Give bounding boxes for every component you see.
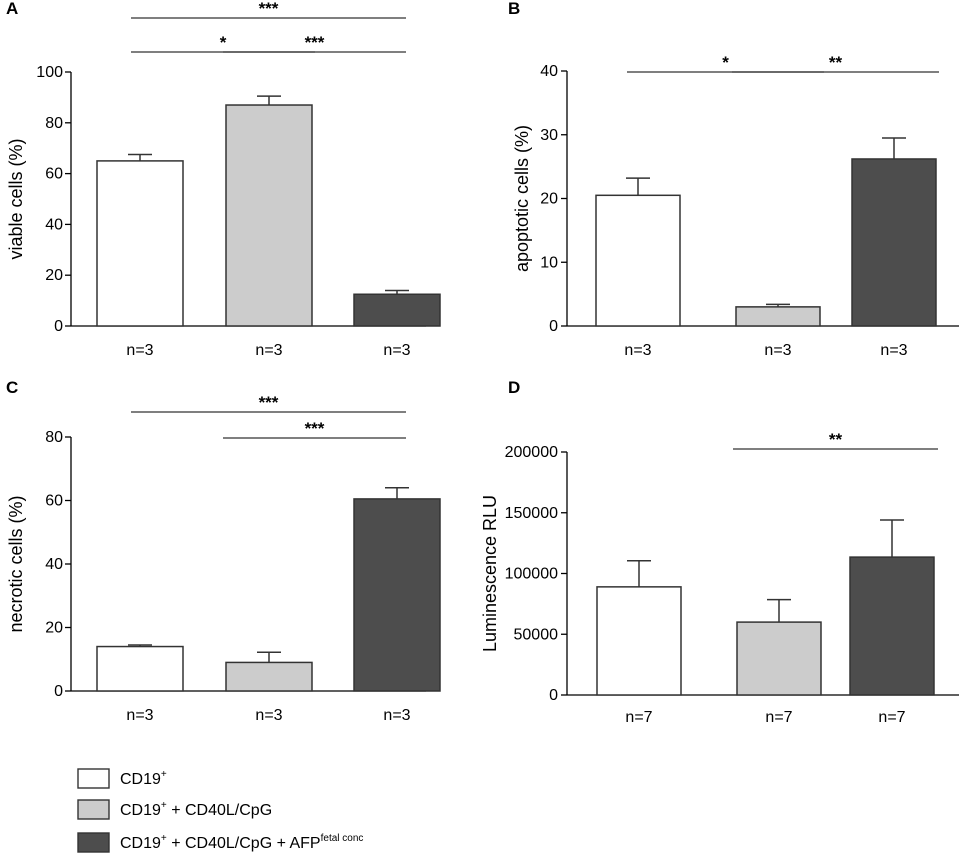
y-tick-label: 30 <box>540 127 558 144</box>
y-tick-label: 40 <box>45 556 63 573</box>
bar <box>851 158 937 327</box>
legend-swatch <box>77 768 110 789</box>
y-tick-label: 150000 <box>505 505 558 522</box>
category-label: n=7 <box>878 709 905 726</box>
y-tick-label: 40 <box>45 216 63 233</box>
y-axis-label: viable cells (%) <box>6 138 26 259</box>
panel-c: C 0 20 40 60 80 necrotic cells (%) n=3 n=3 n=3 ***… <box>6 378 441 724</box>
y-tick-label: 80 <box>45 115 63 132</box>
y-tick-label: 0 <box>54 683 63 700</box>
legend-swatch <box>77 832 110 853</box>
legend-label: CD19+ + CD40L/CpG + AFPfetal conc <box>120 833 363 852</box>
significance-label: ** <box>829 53 843 72</box>
bar <box>225 104 313 327</box>
bar <box>225 661 313 692</box>
category-label: n=3 <box>126 707 153 724</box>
legend-swatch <box>77 799 110 820</box>
category-label: n=7 <box>765 709 792 726</box>
y-tick-label: 20 <box>540 191 558 208</box>
bar <box>735 306 821 327</box>
bar <box>353 498 441 692</box>
panel-letter: A <box>6 0 18 18</box>
significance-label: *** <box>259 0 279 18</box>
y-tick-label: 100 <box>36 64 63 81</box>
y-tick-label: 0 <box>54 318 63 335</box>
y-tick-label: 60 <box>45 493 63 510</box>
significance-label: *** <box>305 33 325 52</box>
y-tick-label: 0 <box>549 687 558 704</box>
y-axis-label: Luminescence RLU <box>480 495 500 652</box>
bar <box>596 586 682 696</box>
category-label: n=3 <box>624 342 651 359</box>
y-axis-label: apoptotic cells (%) <box>512 125 532 272</box>
bar <box>353 293 441 327</box>
category-label: n=3 <box>764 342 791 359</box>
y-tick-label: 60 <box>45 166 63 183</box>
y-tick-label: 50000 <box>514 626 559 643</box>
category-label: n=3 <box>126 342 153 359</box>
category-label: n=3 <box>383 342 410 359</box>
y-tick-label: 100000 <box>505 566 558 583</box>
significance-label: *** <box>305 419 325 438</box>
legend-label: CD19+ + CD40L/CpG <box>120 800 272 819</box>
bar <box>96 160 184 327</box>
y-tick-label: 20 <box>45 620 63 637</box>
panel-letter: B <box>508 0 520 18</box>
y-tick-label: 10 <box>540 254 558 271</box>
legend-label: CD19+ <box>120 769 167 788</box>
category-label: n=3 <box>383 707 410 724</box>
bar <box>849 556 935 696</box>
category-label: n=3 <box>255 342 282 359</box>
y-tick-label: 0 <box>549 318 558 335</box>
significance-label: * <box>220 33 227 52</box>
legend: CD19+ CD19+ + CD40L/CpG CD19+ + CD40L/CpG … <box>77 768 363 853</box>
y-tick-label: 200000 <box>505 444 558 461</box>
y-axis-label: necrotic cells (%) <box>6 495 26 632</box>
bar <box>595 194 681 327</box>
panel-letter: C <box>6 378 18 397</box>
panel-d: D 0 50000 100000 150000 200000 Luminescence RL… <box>480 378 959 726</box>
bar <box>736 621 822 696</box>
y-tick-label: 20 <box>45 267 63 284</box>
panel-letter: D <box>508 378 520 397</box>
category-label: n=3 <box>255 707 282 724</box>
category-label: n=3 <box>880 342 907 359</box>
bar <box>96 645 184 692</box>
category-label: n=7 <box>625 709 652 726</box>
y-tick-label: 80 <box>45 429 63 446</box>
significance-label: *** <box>259 393 279 412</box>
significance-label: * <box>722 53 729 72</box>
significance-label: ** <box>829 430 843 449</box>
y-tick-label: 40 <box>540 63 558 80</box>
